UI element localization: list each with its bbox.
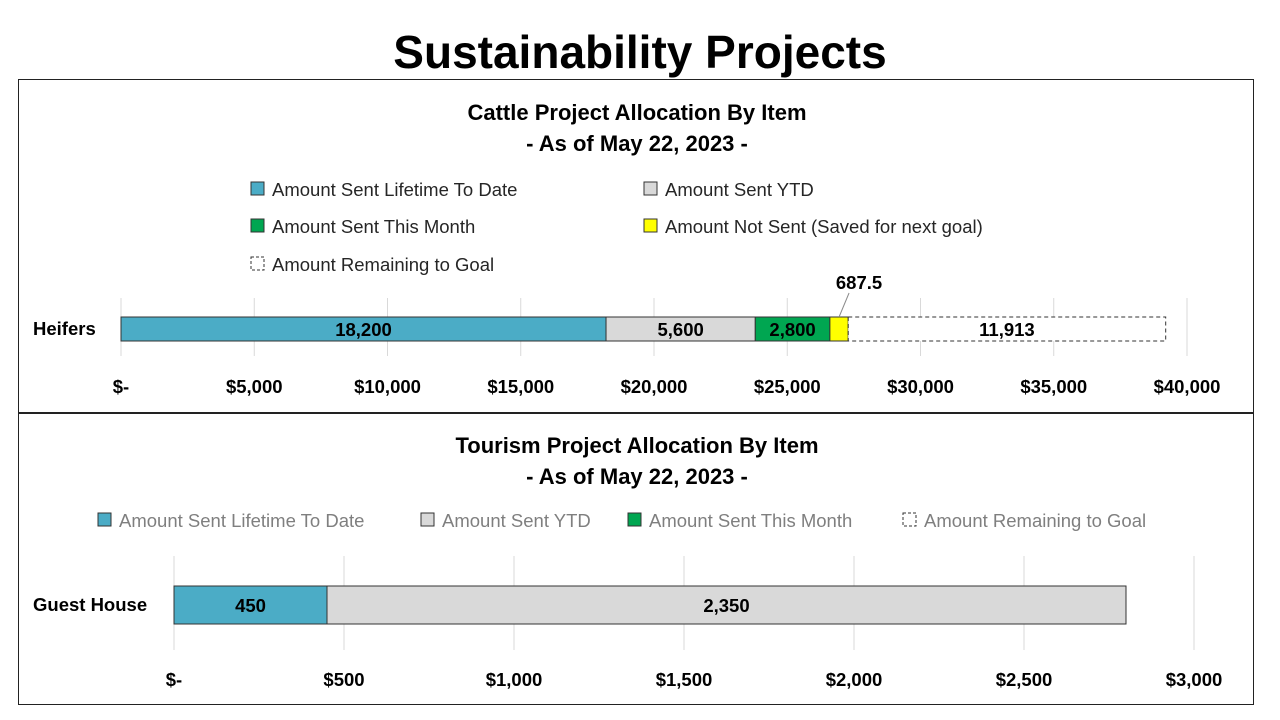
cattle-tick-label: $15,000 <box>487 376 554 397</box>
tourism-bars: Guest House 450 2,350 <box>33 585 1127 625</box>
tourism-legend-label-remaining: Amount Remaining to Goal <box>924 510 1146 531</box>
tourism-legend-label-ytd: Amount Sent YTD <box>442 510 591 531</box>
tourism-category-label: Guest House <box>33 594 147 615</box>
tourism-chart: Tourism Project Allocation By Item - As … <box>33 433 1223 690</box>
cattle-legend-label-ytd: Amount Sent YTD <box>665 179 814 200</box>
tourism-chart-subtitle: - As of May 22, 2023 - <box>526 464 748 489</box>
tourism-legend-item-lifetime: Amount Sent Lifetime To Date <box>97 510 364 531</box>
tourism-legend-swatch-month <box>627 512 642 527</box>
cattle-bar-month <box>754 316 831 342</box>
tourism-legend-item-month: Amount Sent This Month <box>627 510 852 531</box>
tourism-chart-title: Tourism Project Allocation By Item <box>455 433 818 458</box>
tourism-bar-label-lifetime: 450 <box>235 595 266 616</box>
cattle-bar-remaining <box>847 316 1167 342</box>
cattle-tick-label: $20,000 <box>621 376 688 397</box>
cattle-bar-label-lifetime: 18,200 <box>335 319 392 340</box>
cattle-legend-swatch-not_sent <box>643 218 658 233</box>
cattle-legend-item-ytd: Amount Sent YTD <box>643 179 814 200</box>
cattle-chart-title: Cattle Project Allocation By Item <box>467 100 806 125</box>
cattle-x-axis: $- $5,000 $10,000 $15,000 $20,000 $25,000 $30,… <box>113 376 1221 397</box>
tourism-legend: Amount Sent Lifetime To Date Amount Sent … <box>97 510 1146 531</box>
cattle-tick-label: $25,000 <box>754 376 821 397</box>
cattle-tick-label: $35,000 <box>1020 376 1087 397</box>
tourism-bar-ytd <box>326 585 1127 625</box>
tourism-tick-label: $- <box>166 669 182 690</box>
cattle-legend: Amount Sent Lifetime To Date Amount Sent … <box>250 179 983 275</box>
tourism-tick-label: $2,000 <box>826 669 883 690</box>
tourism-tick-label: $3,000 <box>1166 669 1223 690</box>
cattle-tick-label: $30,000 <box>887 376 954 397</box>
cattle-chart-panel: Cattle Project Allocation By Item - As o… <box>18 79 1254 413</box>
cattle-bar-ytd <box>605 316 756 342</box>
cattle-legend-swatch-lifetime <box>250 181 265 196</box>
tourism-bar-label-ytd: 2,350 <box>703 595 749 616</box>
tourism-legend-item-ytd: Amount Sent YTD <box>420 510 591 531</box>
cattle-bar-label-not_sent: 687.5 <box>836 272 882 293</box>
cattle-tick-label: $- <box>113 376 129 397</box>
tourism-tick-label: $1,500 <box>656 669 713 690</box>
cattle-legend-item-lifetime: Amount Sent Lifetime To Date <box>250 179 517 200</box>
cattle-legend-label-remaining: Amount Remaining to Goal <box>272 254 494 275</box>
tourism-legend-item-remaining: Amount Remaining to Goal <box>902 510 1146 531</box>
tourism-chart-panel: Tourism Project Allocation By Item - As … <box>18 413 1254 705</box>
cattle-bar-label-ytd: 5,600 <box>658 319 704 340</box>
cattle-legend-swatch-remaining <box>250 256 265 271</box>
tourism-bar-lifetime <box>173 585 328 625</box>
tourism-tick-label: $1,000 <box>486 669 543 690</box>
cattle-legend-swatch-ytd <box>643 181 658 196</box>
tourism-tick-label: $2,500 <box>996 669 1053 690</box>
cattle-legend-item-remaining: Amount Remaining to Goal <box>250 254 494 275</box>
cattle-tick-label: $5,000 <box>226 376 283 397</box>
cattle-tick-label: $40,000 <box>1154 376 1221 397</box>
cattle-legend-item-month: Amount Sent This Month <box>250 216 475 237</box>
cattle-bars: Heifers 18,200 5,600 2,800 687.5 11,913 <box>33 272 1167 342</box>
cattle-legend-item-not_sent: Amount Not Sent (Saved for next goal) <box>643 216 983 237</box>
tourism-legend-swatch-lifetime <box>97 512 112 527</box>
cattle-bar-label-month: 2,800 <box>769 319 815 340</box>
cattle-bar-not_sent <box>829 316 849 342</box>
cattle-bar-label-leader <box>838 292 850 318</box>
cattle-legend-label-lifetime: Amount Sent Lifetime To Date <box>272 179 517 200</box>
page-title: Sustainability Projects <box>393 26 887 78</box>
tourism-legend-label-month: Amount Sent This Month <box>649 510 852 531</box>
cattle-legend-label-not_sent: Amount Not Sent (Saved for next goal) <box>665 216 983 237</box>
cattle-bar-label-remaining: 11,913 <box>979 319 1035 340</box>
cattle-category-label: Heifers <box>33 318 96 339</box>
tourism-tick-label: $500 <box>323 669 364 690</box>
cattle-tick-label: $10,000 <box>354 376 421 397</box>
tourism-legend-swatch-remaining <box>902 512 917 527</box>
cattle-legend-swatch-month <box>250 218 265 233</box>
tourism-legend-swatch-ytd <box>420 512 435 527</box>
cattle-chart-subtitle: - As of May 22, 2023 - <box>526 131 748 156</box>
cattle-legend-label-month: Amount Sent This Month <box>272 216 475 237</box>
cattle-chart: Cattle Project Allocation By Item - As o… <box>33 100 1221 397</box>
tourism-legend-label-lifetime: Amount Sent Lifetime To Date <box>119 510 364 531</box>
tourism-x-axis: $- $500 $1,000 $1,500 $2,000 $2,500 $3,000 <box>166 669 1223 690</box>
